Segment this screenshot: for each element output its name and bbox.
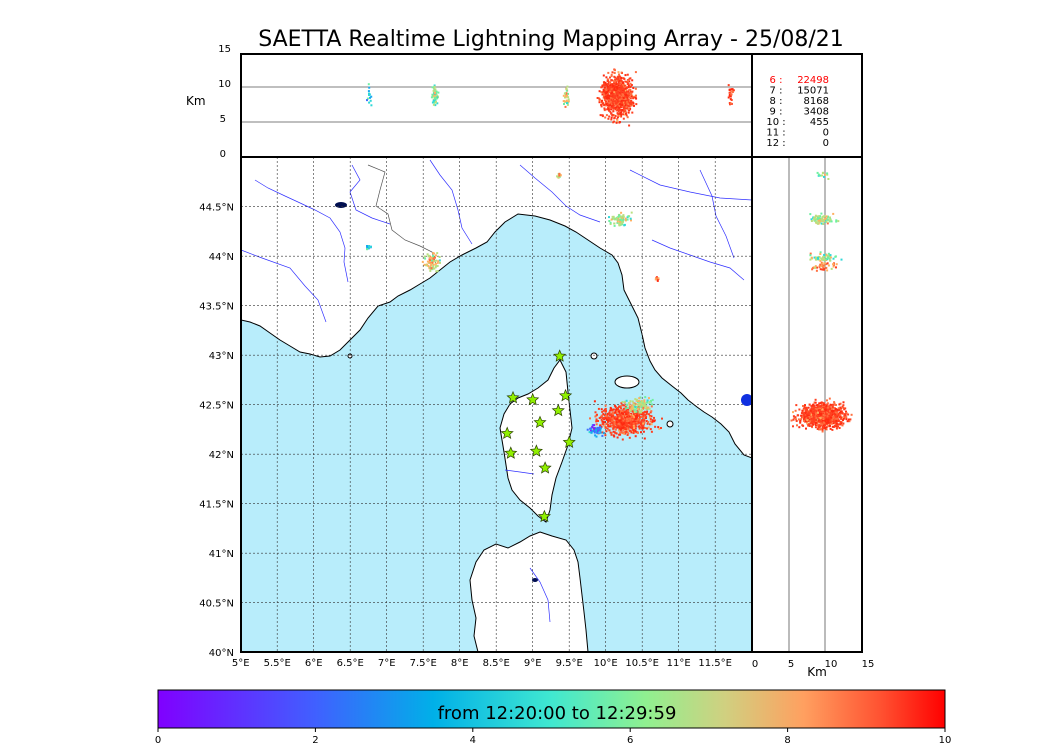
station-star [526,392,540,406]
colorbar-ticks: 0 2 4 6 8 10 [155,728,952,746]
time-colorbar: from 12:20:00 to 12:29:59 0 2 4 6 8 10 [155,689,952,746]
lat-tick-label: 44.5°N [199,203,234,214]
mainland-coast [241,157,752,459]
colorbar-tick-label: 6 [627,735,633,746]
sardinia-island [469,531,589,652]
colorbar-tick-label: 0 [155,735,161,746]
station-count-value: 0 [823,128,829,139]
side-xtick-15: 15 [862,659,875,670]
altitude-scatter [366,68,735,127]
station-count-value: 3408 [804,107,829,118]
station-count-label: 11 : [766,128,785,139]
lat-tick-label: 41.5°N [199,500,234,511]
top-ytick-5: 5 [220,114,226,125]
lon-tick-label: 7°E [378,658,396,669]
map-panel: 5°E 5.5°E 6°E 6.5°E 7°E 7.5°E 8°E 8.5°E 9°E 9.5°E… [199,156,753,669]
latitude-ticks: 44.5°N 44°N 43.5°N 43°N 42.5°N 42°N 41.5°N 41°N… [199,203,234,660]
lon-tick-label: 6°E [305,658,323,669]
longitude-ticks: 5°E 5.5°E 6°E 6.5°E 7°E 7.5°E 8°E 8.5°E 9°E 9.5°E… [232,658,732,669]
map-graticule [241,157,752,652]
side-xlabel: Km [807,665,827,679]
station-count-value: 15071 [797,86,829,97]
station-star [558,388,573,402]
station-star [500,426,514,440]
border-france-italy [367,164,437,265]
lon-tick-label: 10.5°E [625,658,659,669]
station-count-value: 0 [823,138,829,149]
side-xtick-0: 0 [752,659,758,670]
lon-tick-label: 7.5°E [410,658,437,669]
top-ytick-10: 10 [218,79,231,90]
lon-tick-label: 5°E [232,658,250,669]
altitude-lon-panel: Km 15 10 5 0 [186,44,753,160]
station-count-value: 8168 [804,96,829,107]
station-count-value: 22498 [797,75,829,86]
altitude-lat-panel: 0 5 10 15 Km [741,156,875,679]
lon-tick-label: 9.5°E [556,658,583,669]
lat-tick-label: 40.5°N [199,599,234,610]
lat-tick-label: 42°N [209,450,234,461]
side-xtick-10: 10 [825,659,838,670]
station-star [562,435,576,448]
station-count-label: 10 : [766,117,785,128]
lat-tick-label: 41°N [209,549,234,560]
colorbar-tick-label: 4 [470,735,476,746]
rivers [241,159,752,623]
colorbar-gradient [157,689,946,729]
station-count-label: 6 : [770,75,783,86]
station-star [533,415,547,429]
station-star [551,403,565,417]
colorbar-tick-label: 8 [784,735,790,746]
top-ylabel: Km [186,94,206,108]
top-ytick-0: 0 [220,149,226,160]
lat-tick-label: 42.5°N [199,401,234,412]
station-star [537,509,551,523]
corsica-island [499,359,573,523]
station-count-label: 9 : [770,107,783,118]
station-count-value: 455 [810,117,829,128]
station-star [506,390,520,404]
lat-tick-label: 43°N [209,351,234,362]
lon-tick-label: 5.5°E [264,658,291,669]
station-star [504,446,518,459]
station-count-label: 7 : [770,86,783,97]
lat-tick-label: 40°N [209,648,234,659]
station-count-panel: 6 : 22498 7 : 15071 8 : 8168 9 : 3408 10 : 455 11 … [751,53,863,158]
side-xtick-5: 5 [788,659,794,670]
station-star [529,444,543,457]
colorbar-tick-label: 10 [939,735,952,746]
station-star [553,349,567,362]
lightning-sources [366,172,663,441]
lon-tick-label: 11.5°E [698,658,732,669]
lon-tick-label: 10°E [594,658,618,669]
station-star [538,461,552,474]
altitude-lat-scatter [790,171,853,433]
lon-tick-label: 9°E [524,658,542,669]
lat-tick-label: 43.5°N [199,302,234,313]
lon-tick-label: 6.5°E [337,658,364,669]
elba-island [614,375,640,389]
colorbar-tick-label: 2 [312,735,318,746]
figure-title: SAETTA Realtime Lightning Mapping Array … [258,27,844,52]
station-count-label: 12 : [766,138,785,149]
lon-tick-label: 11°E [667,658,691,669]
top-ytick-15: 15 [218,44,231,55]
lat-tick-label: 44°N [209,252,234,263]
lon-tick-label: 8.5°E [483,658,510,669]
marker-dot [741,394,753,406]
station-count-list: 6 : 22498 7 : 15071 8 : 8168 9 : 3408 10 : 455 11 … [766,75,829,149]
lon-tick-label: 8°E [451,658,469,669]
station-count-label: 8 : [770,96,783,107]
colorbar-label: from 12:20:00 to 12:29:59 [438,703,677,724]
lma-stations [500,349,576,523]
